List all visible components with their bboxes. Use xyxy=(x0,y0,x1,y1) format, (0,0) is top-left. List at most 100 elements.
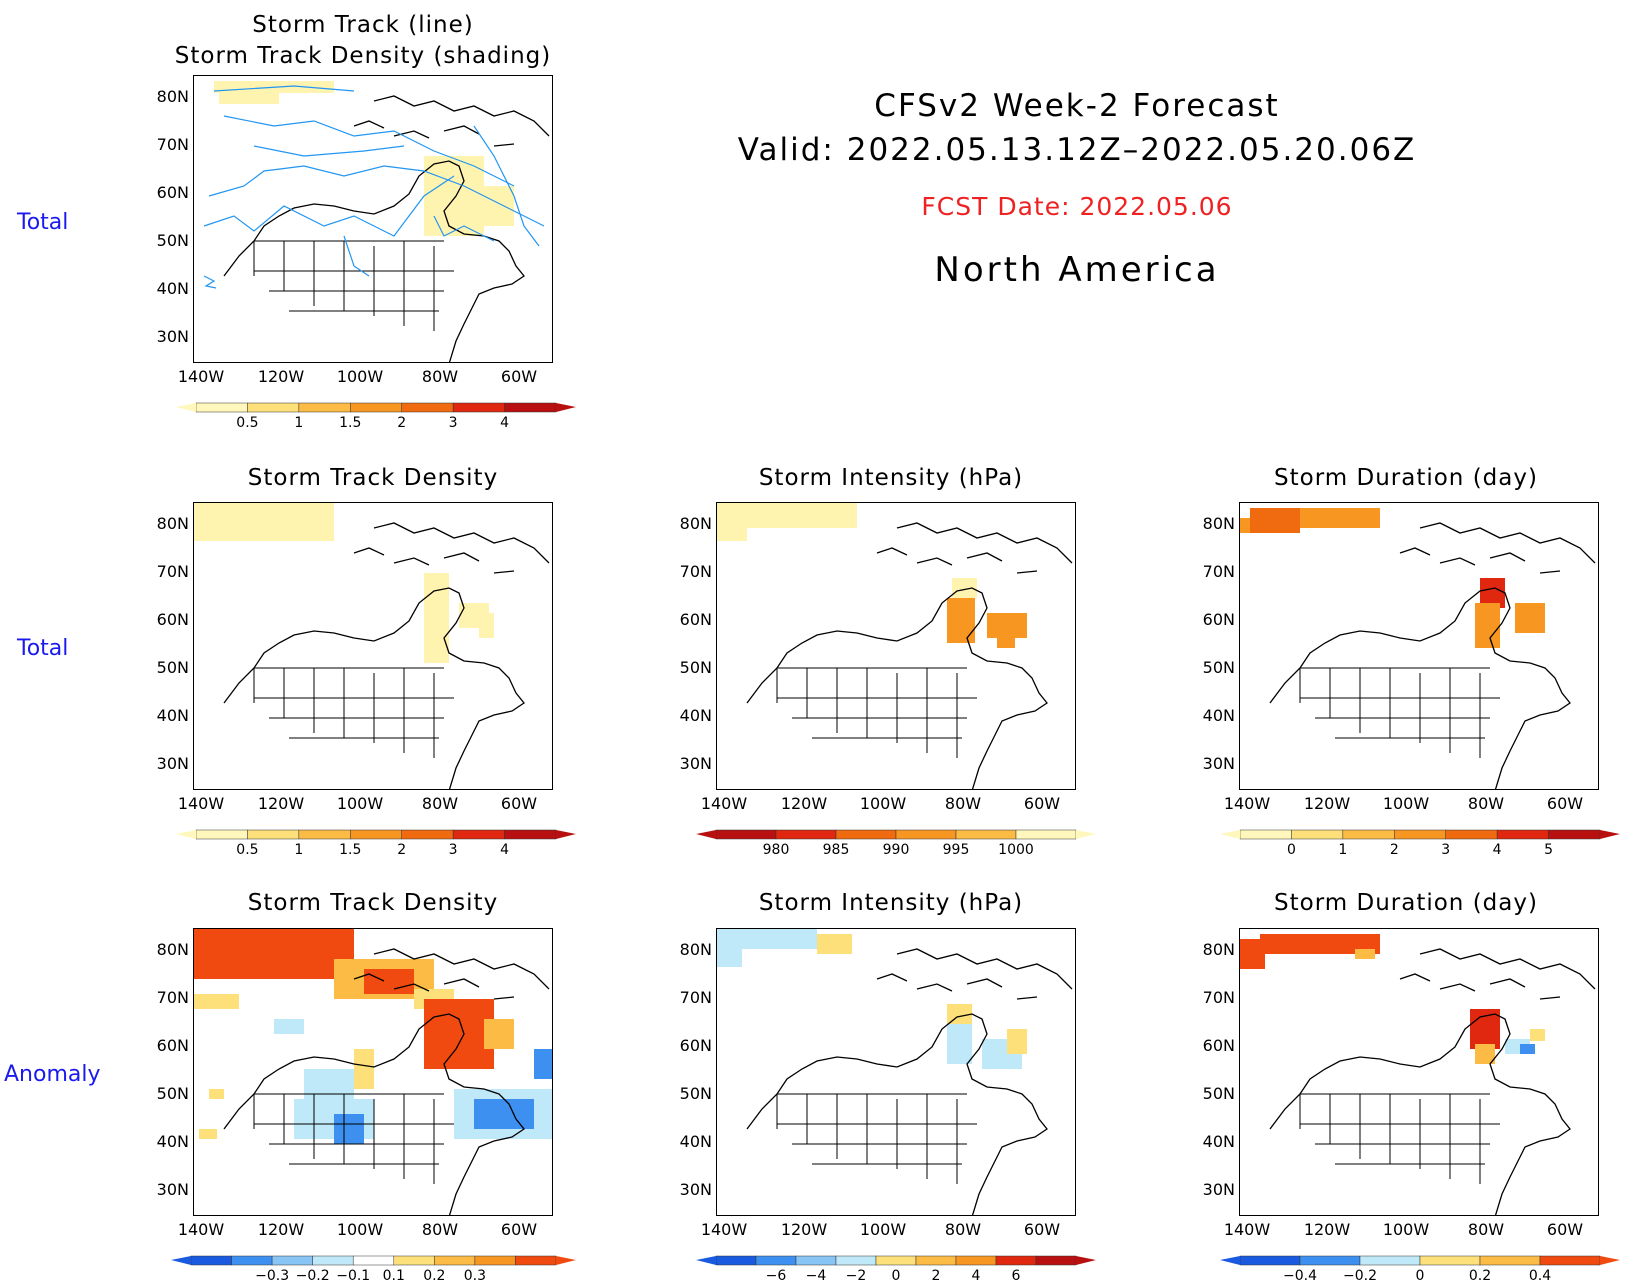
colorbar-arrow-high xyxy=(556,403,576,412)
shaded-cell xyxy=(947,1024,972,1064)
lon-tick-label: 140W xyxy=(700,794,748,813)
row-label-total-2: Total xyxy=(17,636,69,661)
shaded-cell xyxy=(474,1099,534,1129)
coastline xyxy=(746,1013,1048,1215)
lat-tick-label: 50N xyxy=(679,1084,712,1103)
colorbar-tick-label: 3 xyxy=(1441,842,1451,858)
panel4-title: Storm Duration (day) xyxy=(1274,465,1538,491)
colorbar-density-total-1: 0.5 1 1.5 2 3 4 xyxy=(176,401,576,435)
lat-tick-label: 30N xyxy=(679,1180,712,1199)
lat-tick-label: 30N xyxy=(679,754,712,773)
storm-track-line xyxy=(213,85,405,157)
lon-tick-label: 120W xyxy=(1303,1220,1351,1239)
lon-tick-label: 100W xyxy=(859,794,907,813)
colorbar-tick-label: 2 xyxy=(397,415,407,431)
shaded-cell xyxy=(1355,949,1375,959)
lat-tick-label: 80N xyxy=(156,514,189,533)
colorbar-tick-label: 1 xyxy=(294,842,304,858)
lat-tick-label: 50N xyxy=(156,1084,189,1103)
lon-tick-label: 80W xyxy=(944,794,982,813)
storm-track-line xyxy=(203,125,540,289)
colorbar-swatch xyxy=(715,829,777,840)
map-canvas xyxy=(1240,508,1596,789)
row-label-total-1: Total xyxy=(17,210,69,235)
colorbar-swatch xyxy=(1548,829,1601,840)
colorbar-swatch xyxy=(350,402,402,413)
colorbar-swatch xyxy=(1035,1255,1077,1266)
lat-tick-label: 80N xyxy=(1202,514,1235,533)
colorbar-tick-label: 2 xyxy=(1389,842,1399,858)
shaded-cell xyxy=(817,934,852,954)
lat-tick-label: 60N xyxy=(1202,1036,1235,1055)
shaded-cell xyxy=(479,613,494,638)
colorbar-swatch xyxy=(312,1255,354,1266)
lat-tick-label: 50N xyxy=(156,658,189,677)
lon-tick-label: 60W xyxy=(1023,794,1061,813)
colorbar-tick-label: 1.5 xyxy=(339,842,362,858)
colorbar-tick-label: 0.5 xyxy=(236,415,259,431)
colorbar-strip xyxy=(171,1255,576,1266)
coastline xyxy=(746,587,1048,789)
colorbar-intensity-total: 980 985 990 995 1000 xyxy=(696,828,1096,862)
lat-tick-label: 30N xyxy=(156,327,189,346)
lat-tick-label: 40N xyxy=(1202,1132,1235,1151)
forecast-date: FCST Date: 2022.05.06 xyxy=(921,192,1233,221)
colorbar-swatch xyxy=(271,1255,313,1266)
shaded-cell xyxy=(354,1049,374,1089)
colorbar-tick-label: 995 xyxy=(942,842,970,858)
lon-tick-label: 140W xyxy=(177,794,225,813)
panel5-title: Storm Track Density xyxy=(247,890,499,916)
lat-tick-label: 70N xyxy=(679,562,712,581)
lat-tick-label: 70N xyxy=(156,988,189,1007)
colorbar-swatch xyxy=(452,829,505,840)
shaded-cell xyxy=(717,929,817,949)
coastline xyxy=(353,522,550,574)
shaded-cell xyxy=(1475,603,1500,648)
colorbar-swatch xyxy=(195,829,248,840)
map-panel-duration-anomaly xyxy=(1239,928,1599,1216)
colorbar-arrow-high xyxy=(556,830,576,839)
colorbar-swatch xyxy=(715,1255,757,1266)
coastline xyxy=(876,522,1073,574)
state-borders xyxy=(1299,1093,1500,1184)
lon-tick-label: 80W xyxy=(421,794,459,813)
coastline xyxy=(353,948,550,1000)
shaded-cell xyxy=(474,186,514,226)
colorbar-swatch xyxy=(231,1255,273,1266)
colorbar-swatch xyxy=(434,1255,476,1266)
colorbar-swatch xyxy=(298,829,351,840)
colorbar-tick-label: 0.5 xyxy=(236,842,259,858)
colorbar-swatch xyxy=(835,829,897,840)
lon-tick-label: 100W xyxy=(336,794,384,813)
panel1-title-line1: Storm Track (line) xyxy=(252,12,474,38)
lat-tick-label: 80N xyxy=(156,87,189,106)
lon-tick-label: 60W xyxy=(1546,1220,1584,1239)
shaded-cell xyxy=(1470,1009,1500,1049)
shaded-cell xyxy=(199,1129,217,1139)
shaded-cell xyxy=(364,969,414,994)
colorbar-swatch xyxy=(955,1255,997,1266)
map-panel-intensity-anomaly xyxy=(716,928,1076,1216)
lon-tick-label: 80W xyxy=(421,1220,459,1239)
panel2-title: Storm Track Density xyxy=(247,465,499,491)
coastline xyxy=(1269,1013,1571,1215)
colorbar-swatch xyxy=(1239,829,1292,840)
lon-tick-label: 120W xyxy=(1303,794,1351,813)
colorbar-swatch xyxy=(1394,829,1446,840)
shaded-cell xyxy=(484,1019,514,1049)
lat-tick-label: 60N xyxy=(679,610,712,629)
state-borders xyxy=(253,240,454,331)
map-panel-storm-track xyxy=(193,75,553,363)
colorbar-arrow-low xyxy=(696,830,716,839)
colorbar-arrow-low xyxy=(176,830,196,839)
colorbar-strip xyxy=(696,829,1096,840)
colorbar-swatch xyxy=(452,402,505,413)
lat-tick-label: 80N xyxy=(1202,940,1235,959)
lat-tick-label: 60N xyxy=(1202,610,1235,629)
colorbar-swatch xyxy=(1445,829,1498,840)
state-borders xyxy=(776,667,977,758)
colorbar-tick-label: 985 xyxy=(822,842,850,858)
state-borders xyxy=(253,667,454,758)
colorbar-swatch xyxy=(1479,1255,1541,1266)
colorbar-swatch xyxy=(515,1255,557,1266)
